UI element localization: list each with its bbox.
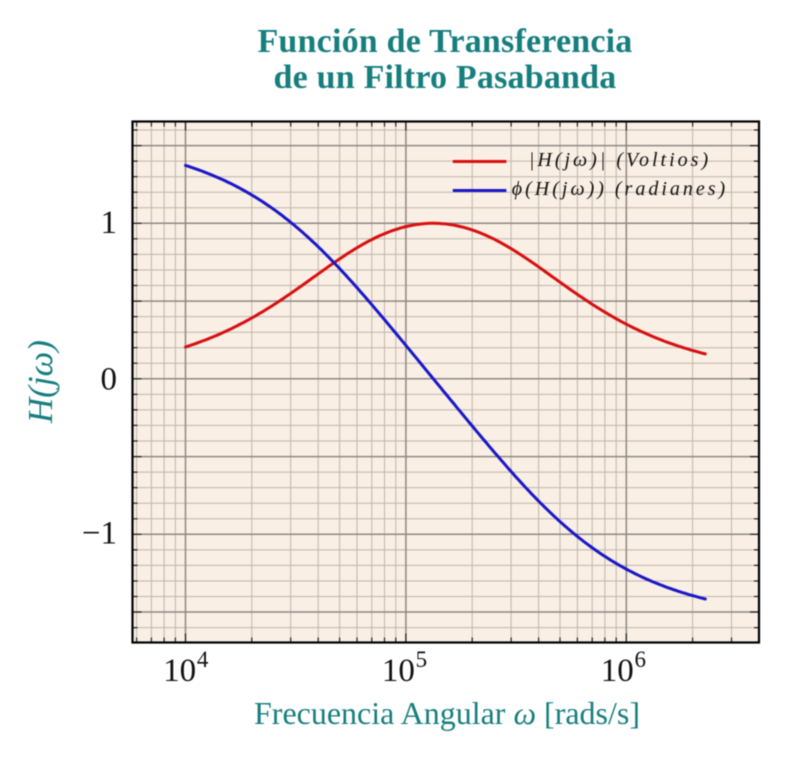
svg-text:de un Filtro Pasabanda: de un Filtro Pasabanda — [274, 59, 617, 96]
svg-text:4: 4 — [197, 647, 209, 672]
svg-text:0: 0 — [101, 361, 118, 397]
svg-text:Función de Transferencia: Función de Transferencia — [257, 23, 632, 60]
svg-text:10: 10 — [163, 653, 196, 689]
svg-text:Frecuencia Angular ω [rads/s]: Frecuencia Angular ω [rads/s] — [254, 695, 640, 731]
svg-text:−1: −1 — [82, 516, 117, 552]
svg-text:6: 6 — [634, 647, 646, 672]
svg-text:10: 10 — [382, 653, 415, 689]
svg-text:|H(jω)| (Voltios): |H(jω)| (Voltios) — [529, 149, 711, 171]
svg-text:5: 5 — [416, 647, 428, 672]
svg-text:H(jω): H(jω) — [21, 340, 60, 424]
svg-text:1: 1 — [101, 205, 118, 241]
svg-text:10: 10 — [601, 653, 634, 689]
svg-text:ϕ(H(jω)) (radianes): ϕ(H(jω)) (radianes) — [512, 178, 728, 200]
